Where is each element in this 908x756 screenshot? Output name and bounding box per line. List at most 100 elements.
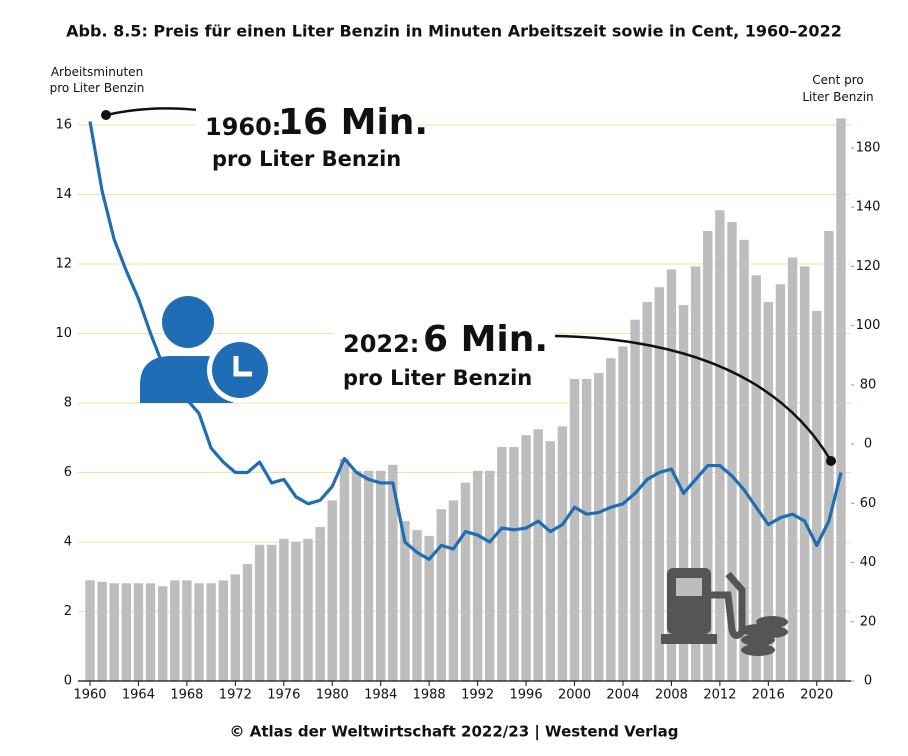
y-tick-label: 10 xyxy=(55,326,72,341)
lines xyxy=(88,121,843,561)
bar xyxy=(557,426,568,681)
y-axis-label-line: pro Liter Benzin xyxy=(50,81,145,95)
bar xyxy=(630,319,640,681)
bar xyxy=(545,441,555,681)
annotation-lead: 1960: xyxy=(205,113,281,141)
x-tick-label: 2020 xyxy=(800,688,833,703)
clock-hands xyxy=(233,356,252,377)
bar xyxy=(799,266,810,681)
bar xyxy=(569,378,580,681)
y2-tick-label: 80 xyxy=(860,377,877,392)
bar xyxy=(315,527,325,681)
annotation: 2022: 6 Min. pro Liter Benzin xyxy=(334,318,554,396)
bar xyxy=(254,544,265,681)
x-tick-label: 1988 xyxy=(413,688,446,703)
bar xyxy=(351,470,362,681)
decoration xyxy=(101,107,836,656)
bar xyxy=(594,373,604,681)
annotation-bg xyxy=(196,96,418,178)
bar xyxy=(121,583,132,681)
y-tick-label: 0 xyxy=(64,674,72,689)
y-tick-label: 14 xyxy=(55,187,72,202)
bar xyxy=(642,301,652,681)
y2-tick-label: 0 xyxy=(864,674,872,689)
annotation-sub: pro Liter Benzin xyxy=(343,366,532,390)
x-tick-label: 1992 xyxy=(461,688,494,703)
bar xyxy=(460,482,471,681)
bar xyxy=(763,301,774,681)
y-tick-label: 6 xyxy=(64,465,72,480)
y-tick-label: 12 xyxy=(55,257,72,272)
bar xyxy=(133,583,144,681)
bar xyxy=(703,230,713,681)
bar xyxy=(230,574,241,681)
annotation-bg xyxy=(334,318,554,396)
person-head xyxy=(162,296,214,348)
x-tick-label: 2016 xyxy=(752,688,785,703)
coin xyxy=(756,626,788,638)
person-icon xyxy=(140,296,273,403)
x-tick-label: 2012 xyxy=(703,688,736,703)
line xyxy=(88,121,843,561)
bar xyxy=(97,581,107,681)
bar xyxy=(279,538,289,681)
annotation-big: 6 Min. xyxy=(423,319,548,360)
bar xyxy=(606,358,616,681)
y-tick-label: 4 xyxy=(64,535,72,550)
bar xyxy=(739,239,749,682)
bar xyxy=(303,538,313,681)
bar xyxy=(388,464,398,681)
bar xyxy=(266,544,277,681)
bar xyxy=(376,470,386,681)
bar xyxy=(485,470,495,681)
source: © Atlas der Weltwirtschaft 2022/23 | Wes… xyxy=(229,723,678,742)
y2-tick-label: 180 xyxy=(856,141,881,156)
y2-tick-label: 140 xyxy=(856,200,881,215)
bar xyxy=(812,310,822,681)
y2-tick-label: 20 xyxy=(860,614,877,629)
bar xyxy=(182,580,192,681)
bar xyxy=(751,275,761,681)
x-tick-label: 1972 xyxy=(219,688,252,703)
y2-axis-label-line: Cent pro xyxy=(812,73,864,87)
x-tick-label: 2000 xyxy=(558,688,591,703)
y2-tick-label: 40 xyxy=(860,555,877,570)
connector-dot xyxy=(101,110,111,120)
annotation-sub: pro Liter Benzin xyxy=(212,147,401,171)
connector xyxy=(554,334,833,462)
chart-title: Abb. 8.5: Preis für einen Liter Benzin i… xyxy=(66,22,842,41)
bar xyxy=(715,210,725,681)
y-axis-label-line: Arbeitsminuten xyxy=(51,65,143,79)
x-tick-label: 2008 xyxy=(655,688,688,703)
x-tick-label: 1980 xyxy=(316,688,349,703)
bar xyxy=(242,564,253,681)
bar xyxy=(194,583,204,681)
bar xyxy=(109,583,119,681)
annotation: 1960: 16 Min. pro Liter Benzin xyxy=(196,96,428,178)
x-tick-label: 1968 xyxy=(170,688,203,703)
y-axis-label: Arbeitsminuten pro Liter Benzin xyxy=(50,65,145,95)
x-tick-label: 1984 xyxy=(364,688,397,703)
bar xyxy=(654,287,665,681)
pump-body xyxy=(667,568,711,634)
bar xyxy=(509,447,519,681)
bar xyxy=(497,447,507,681)
bar xyxy=(666,269,677,681)
bar xyxy=(533,429,543,681)
bar xyxy=(291,541,301,681)
clock xyxy=(212,342,268,398)
y2-tick-label: 120 xyxy=(856,259,881,274)
bar xyxy=(472,470,483,681)
coin xyxy=(756,616,788,628)
y2-axis-label-line: Liter Benzin xyxy=(802,90,873,104)
y2-tick-label: 100 xyxy=(856,318,881,333)
bar xyxy=(157,586,168,681)
bar xyxy=(170,580,180,681)
pump-base xyxy=(661,634,717,644)
annotation-lead: 2022: xyxy=(343,330,419,358)
bar xyxy=(521,435,531,681)
bar xyxy=(690,266,701,681)
coin xyxy=(741,644,775,656)
bar xyxy=(424,535,434,681)
